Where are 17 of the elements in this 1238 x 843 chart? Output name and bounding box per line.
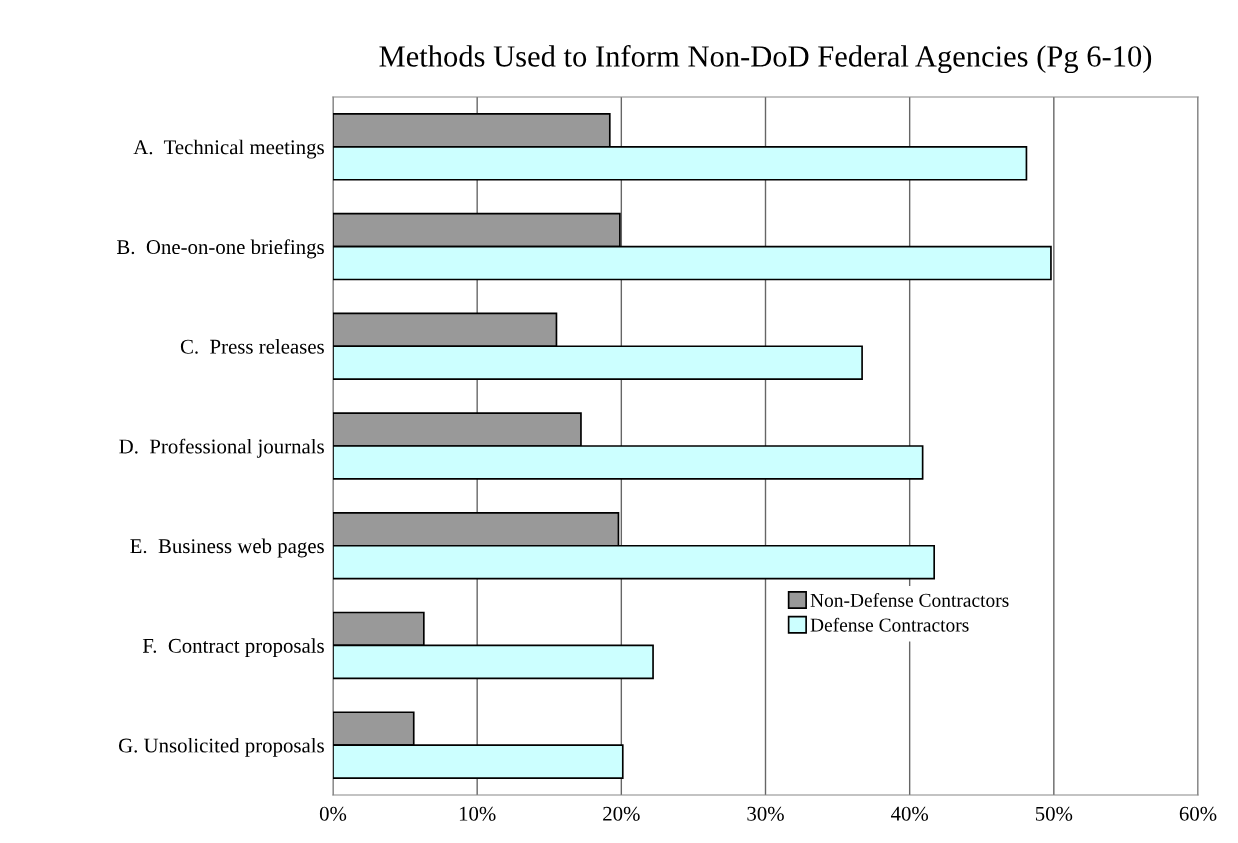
x-tick-label: 40% xyxy=(890,806,929,821)
y-tick-label: B. One-on-one briefings xyxy=(116,239,324,259)
x-tick-label: 10% xyxy=(459,806,496,821)
legend-label: Non-Defense Contractors xyxy=(810,593,1009,607)
y-tick-label: A. Technical meetings xyxy=(133,139,324,159)
y-tick-label: G. Unsolicited proposals xyxy=(118,737,324,757)
y-tick-label: F. Contract proposals xyxy=(142,638,324,658)
x-tick-label: 0% xyxy=(319,806,347,821)
x-tick-label: 50% xyxy=(1035,806,1073,821)
chart-title: Methods Used to Inform Non-DoD Federal Agencies (Pg 6-10) xyxy=(379,44,1152,74)
y-tick-label: C. Press releases xyxy=(180,339,324,354)
x-tick-label: 30% xyxy=(747,806,784,821)
legend-label: Defense Contractors xyxy=(810,617,969,632)
y-tick-label: E. Business web pages xyxy=(130,538,324,558)
x-tick-label: 20% xyxy=(603,806,640,821)
x-tick-label: 60% xyxy=(1179,806,1217,821)
y-tick-label: D. Professional journals xyxy=(119,438,324,458)
